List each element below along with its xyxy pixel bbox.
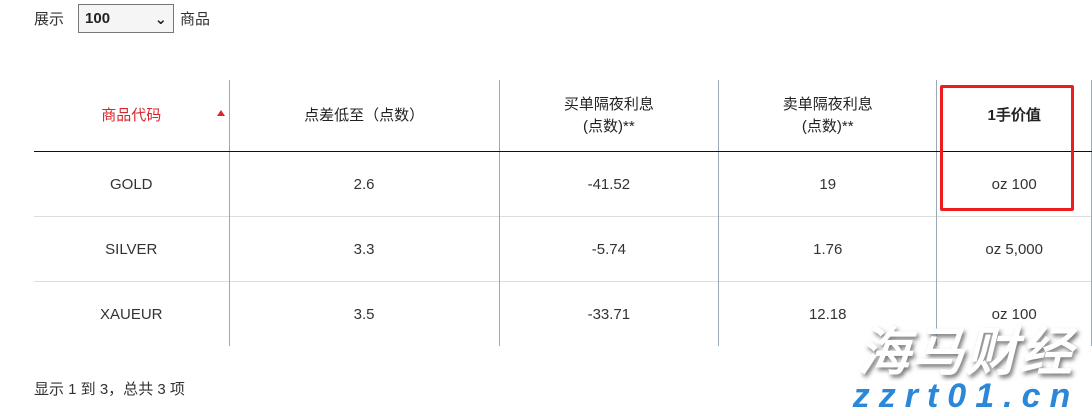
cell-symbol: GOLD: [34, 151, 230, 217]
watermark-text: 海马财经: [857, 324, 1074, 382]
page-size-control: 展示 100 ⌄ 商品: [34, 4, 210, 33]
header-spread[interactable]: 点差低至（点数）: [229, 80, 500, 152]
cell-symbol: XAUEUR: [34, 281, 230, 346]
show-label: 展示: [34, 11, 65, 28]
cell-spread: 3.3: [229, 216, 500, 282]
highlight-box: [940, 85, 1074, 211]
page-size-value: 100: [85, 10, 111, 27]
page-size-select[interactable]: 100 ⌄: [78, 4, 175, 33]
cell-buy-swap: -5.74: [499, 216, 720, 282]
cell-lot-value: oz 100: [936, 151, 1092, 217]
table-row: GOLD 2.6 -41.52 19 oz 100: [34, 151, 1092, 217]
header-label: 商品代码: [101, 106, 162, 124]
header-buy-swap[interactable]: 买单隔夜利息 (点数)**: [499, 80, 720, 152]
table-header-row: 商品代码 点差低至（点数） 买单隔夜利息 (点数)** 卖单隔夜利息 (点数)*…: [34, 80, 1092, 152]
instruments-table: 商品代码 点差低至（点数） 买单隔夜利息 (点数)** 卖单隔夜利息 (点数)*…: [34, 80, 1092, 346]
watermark-url: zzrt01.cn: [852, 377, 1080, 415]
header-symbol[interactable]: 商品代码: [34, 80, 230, 152]
cell-sell-swap: 19: [718, 151, 938, 217]
cell-symbol: SILVER: [34, 216, 230, 282]
cell-spread: 2.6: [229, 151, 500, 217]
cell-sell-swap: 1.76: [718, 216, 938, 282]
cell-lot-value: oz 5,000: [936, 216, 1092, 282]
sort-asc-icon: [216, 110, 225, 116]
cell-sell-swap: 12.18: [718, 281, 938, 346]
header-sell-swap[interactable]: 卖单隔夜利息 (点数)**: [718, 80, 938, 152]
cell-buy-swap: -33.71: [499, 281, 720, 346]
watermark: 海马财经 zzrt01.cn: [840, 310, 1092, 416]
cell-lot-value: oz 100: [936, 281, 1092, 346]
table-row: SILVER 3.3 -5.74 1.76 oz 5,000: [34, 216, 1092, 282]
header-lot-value[interactable]: 1手价值: [936, 80, 1092, 152]
chevron-down-icon: ⌄: [154, 10, 168, 28]
items-label: 商品: [180, 11, 211, 28]
cell-buy-swap: -41.52: [499, 151, 720, 217]
pagination-info: 显示 1 到 3，总共 3 项: [34, 381, 185, 398]
cell-spread: 3.5: [229, 281, 500, 346]
table-row: XAUEUR 3.5 -33.71 12.18 oz 100: [34, 281, 1092, 346]
